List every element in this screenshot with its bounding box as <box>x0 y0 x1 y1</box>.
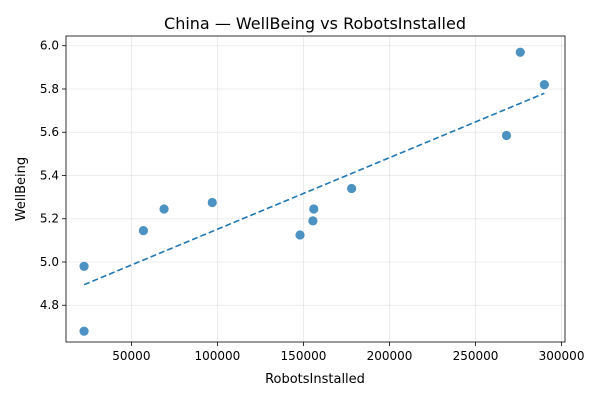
data-point <box>515 47 525 57</box>
trend-line <box>83 92 545 286</box>
x-tick-label: 100000 <box>195 349 241 363</box>
x-tick-label: 300000 <box>539 349 585 363</box>
data-points <box>79 47 549 336</box>
y-tick-label: 5.6 <box>40 125 59 139</box>
data-point <box>295 230 305 240</box>
y-tick-label: 4.8 <box>40 298 59 312</box>
x-tick-label: 50000 <box>112 349 150 363</box>
y-tick-label: 6.0 <box>40 39 59 53</box>
data-point <box>501 130 512 141</box>
x-axis-ticks: 50000 100000 150000 200000 250000 300000 <box>112 342 584 363</box>
x-tick-label: 250000 <box>453 349 499 363</box>
y-axis-label: WellBeing <box>14 157 29 221</box>
data-point <box>159 204 169 214</box>
data-point <box>347 183 357 194</box>
x-tick-label: 200000 <box>367 349 413 363</box>
chart-title: China — WellBeing vs RobotsInstalled <box>164 14 466 33</box>
x-axis-label: RobotsInstalled <box>265 372 365 387</box>
y-axis-ticks: 4.8 5.0 5.2 5.4 5.6 5.8 6.0 <box>40 39 66 312</box>
data-point <box>207 197 217 208</box>
data-point <box>309 204 319 214</box>
y-tick-label: 5.2 <box>40 212 59 226</box>
data-point <box>308 216 318 226</box>
plot-frame <box>65 35 566 343</box>
data-point <box>138 226 149 236</box>
x-tick-label: 150000 <box>281 349 327 363</box>
y-tick-label: 5.4 <box>40 168 59 182</box>
y-tick-label: 5.0 <box>40 255 59 269</box>
data-point <box>79 326 89 336</box>
data-point <box>539 80 549 90</box>
y-tick-label: 5.8 <box>40 82 59 96</box>
grid <box>66 36 565 342</box>
data-point <box>79 261 89 271</box>
